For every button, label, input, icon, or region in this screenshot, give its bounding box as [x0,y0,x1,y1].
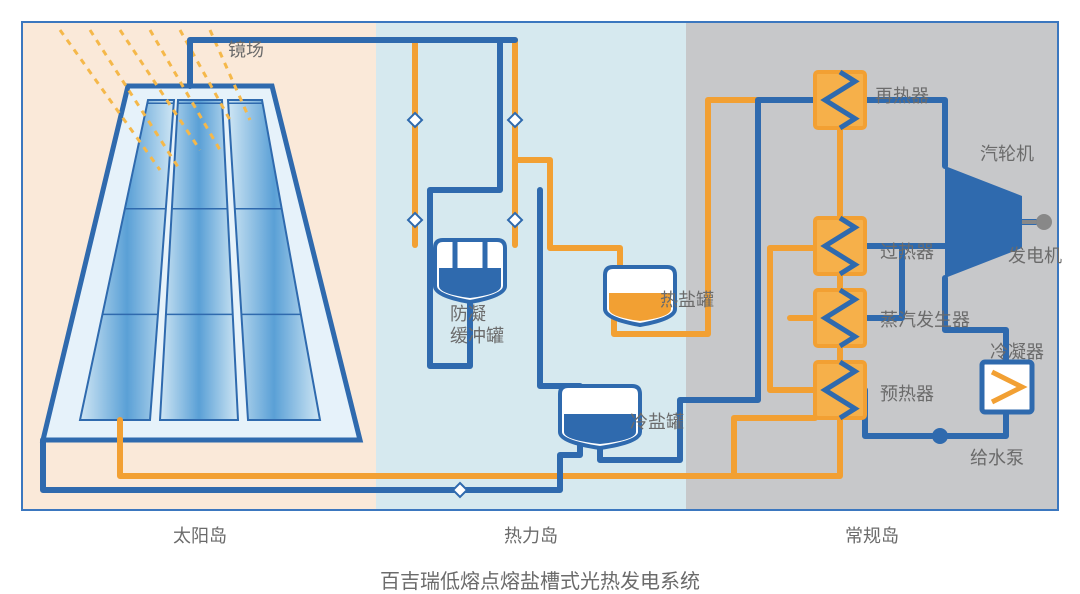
cold-salt-tank-liquid [564,414,636,444]
label-reheater: 再热器 [875,82,929,108]
buffer-tank-liquid [439,268,501,298]
label-superheater: 过热器 [880,238,934,264]
zone-label-0: 太阳岛 [173,522,227,548]
label-turbine: 汽轮机 [980,140,1034,166]
zone-label-2: 常规岛 [845,522,899,548]
label-preheater: 预热器 [880,380,934,406]
label-feed_pump: 给水泵 [970,444,1024,470]
label-cold_tank: 冷盐罐 [630,408,684,434]
label-hot_tank: 热盐罐 [660,286,714,312]
zone-label-1: 热力岛 [504,522,558,548]
label-mirror_field: 镜场 [228,36,264,62]
label-steam_gen: 蒸汽发生器 [880,306,970,332]
label-buffer_tank2: 缓冲罐 [450,322,504,348]
feed-pump-icon [932,428,948,444]
generator-icon [1036,214,1052,230]
bottom-title: 百吉瑞低熔点熔盐槽式光热发电系统 [380,565,700,594]
label-condenser: 冷凝器 [990,338,1044,364]
label-generator: 发电机 [1008,242,1062,268]
